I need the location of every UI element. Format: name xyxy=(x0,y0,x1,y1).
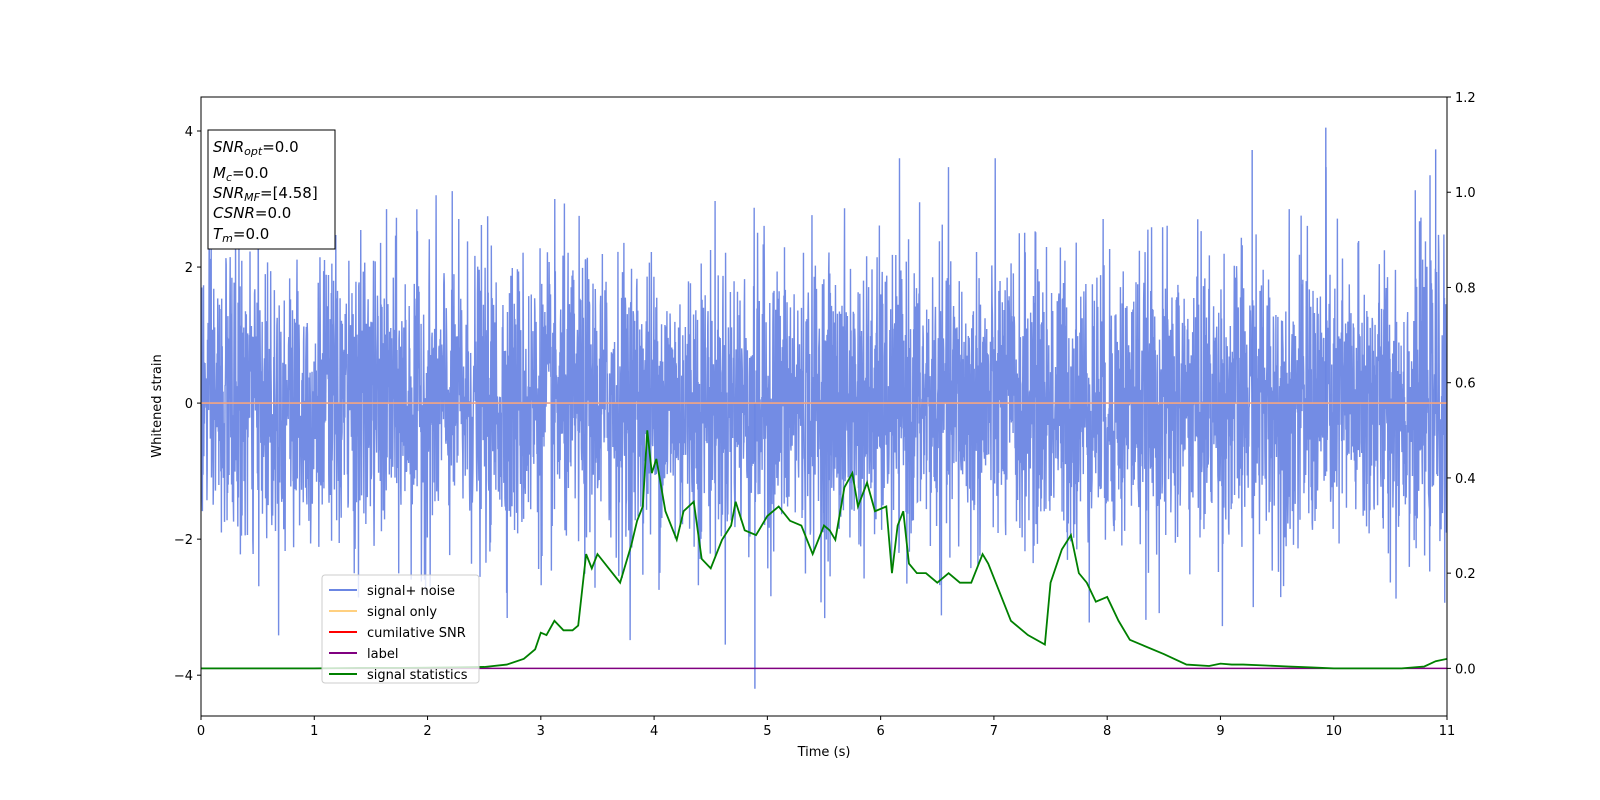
x-tick-label: 9 xyxy=(1216,724,1224,739)
y2-tick-label: 0.2 xyxy=(1455,567,1476,582)
x-axis: 0 1 2 3 4 5 6 7 8 9 10 11 xyxy=(197,716,1455,739)
signal-noise-line xyxy=(201,158,1447,645)
y-tick-label: −4 xyxy=(174,669,193,684)
x-tick-label: 0 xyxy=(197,724,205,739)
y2-tick-label: 0.8 xyxy=(1455,281,1476,296)
x-tick-label: 3 xyxy=(537,724,545,739)
info-line: CSNR=0.0 xyxy=(213,204,291,222)
info-line: SNRMF=[4.58] xyxy=(213,184,318,204)
y-axis-label: Whitened strain xyxy=(150,354,165,457)
info-line: SNRopt=0.0 xyxy=(213,138,299,158)
y-axis-left: −4 −2 0 2 4 xyxy=(174,125,201,684)
y-tick-label: 2 xyxy=(185,261,193,276)
x-tick-label: 7 xyxy=(990,724,998,739)
legend-label: signal only xyxy=(367,605,437,620)
y2-tick-label: 1.0 xyxy=(1455,186,1476,201)
y-tick-label: 0 xyxy=(185,397,193,412)
legend-label: cumilative SNR xyxy=(367,626,466,641)
y2-tick-label: 1.2 xyxy=(1455,91,1476,106)
y-axis-right: 0.0 0.2 0.4 0.6 0.8 1.0 1.2 xyxy=(1447,91,1476,677)
x-tick-label: 1 xyxy=(310,724,318,739)
y2-tick-label: 0.4 xyxy=(1455,472,1476,487)
info-box-frame xyxy=(207,129,336,250)
legend-label: signal+ noise xyxy=(367,584,455,599)
signal-noise-series xyxy=(201,127,1447,689)
legend: signal+ noise signal only cumilative SNR la… xyxy=(321,574,480,684)
signal-statistics-line xyxy=(201,430,1447,670)
x-tick-label: 10 xyxy=(1325,724,1342,739)
x-tick-label: 8 xyxy=(1103,724,1111,739)
info-line: Tm=0.0 xyxy=(213,225,269,245)
y2-tick-label: 0.0 xyxy=(1455,662,1476,677)
legend-frame xyxy=(321,574,480,684)
x-tick-label: 5 xyxy=(763,724,771,739)
y2-tick-label: 0.6 xyxy=(1455,377,1476,392)
y-tick-label: 4 xyxy=(185,125,193,140)
x-tick-label: 11 xyxy=(1439,724,1456,739)
plot-frame xyxy=(200,96,1448,717)
legend-label: signal statistics xyxy=(367,668,468,683)
x-tick-label: 6 xyxy=(876,724,884,739)
x-axis-label: Time (s) xyxy=(797,745,851,760)
legend-label: label xyxy=(367,647,398,662)
x-tick-label: 4 xyxy=(650,724,658,739)
info-line: Mc=0.0 xyxy=(213,164,268,184)
x-tick-label: 2 xyxy=(423,724,431,739)
y-tick-label: −2 xyxy=(174,533,193,548)
